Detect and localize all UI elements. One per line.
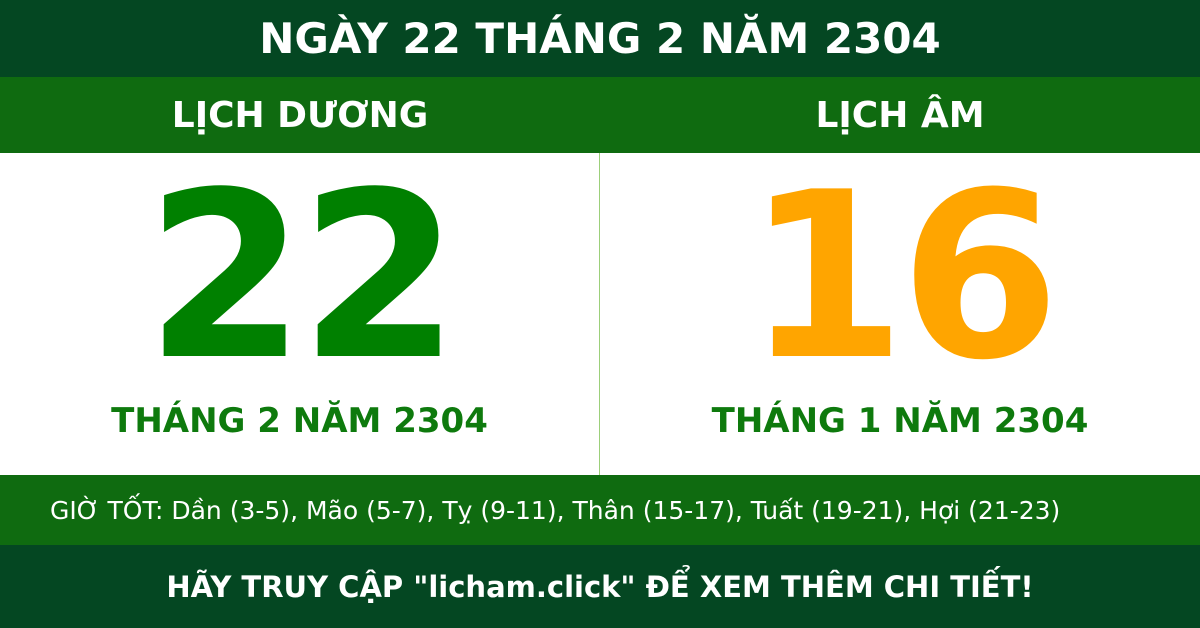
good-hours: GIỜ TỐT: Dần (3-5), Mão (5-7), Tỵ (9-11)… xyxy=(0,475,1200,545)
lunar-column: 16 THÁNG 1 NĂM 2304 xyxy=(600,153,1200,475)
calendar-headers: LỊCH DƯƠNG LỊCH ÂM xyxy=(0,77,1200,153)
solar-header: LỊCH DƯƠNG xyxy=(171,94,429,136)
lunar-month-year: THÁNG 1 NĂM 2304 xyxy=(711,401,1089,441)
lunar-day: 16 xyxy=(745,144,1060,411)
footer-cta: HÃY TRUY CẬP "licham.click" ĐỂ XEM THÊM … xyxy=(0,545,1200,628)
solar-column: 22 THÁNG 2 NĂM 2304 xyxy=(0,153,600,475)
lunar-header: LỊCH ÂM xyxy=(815,94,985,136)
solar-day: 22 xyxy=(145,144,459,411)
date-panel: 22 THÁNG 2 NĂM 2304 16 THÁNG 1 NĂM 2304 xyxy=(0,153,1200,475)
solar-month-year: THÁNG 2 NĂM 2304 xyxy=(111,401,488,441)
page-title: NGÀY 22 THÁNG 2 NĂM 2304 xyxy=(0,0,1200,77)
